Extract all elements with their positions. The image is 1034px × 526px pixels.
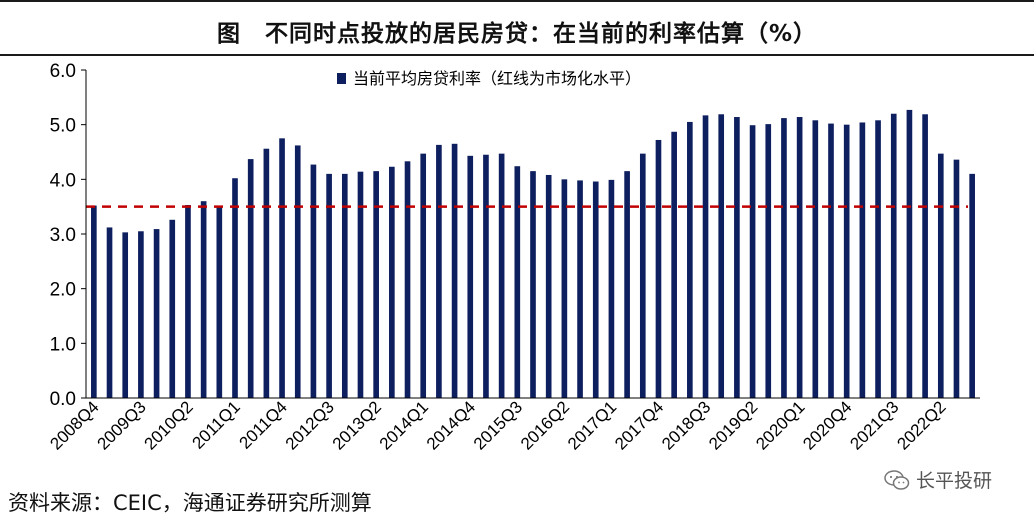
bar-2018Q2 [687,121,693,398]
bar-2018Q4 [718,114,725,398]
bar-2012Q2 [310,164,317,398]
x-tick-label: 2014Q1 [376,397,432,453]
bar-2016Q3 [577,180,583,398]
bar-2017Q3 [639,153,646,398]
bar-2018Q1 [671,131,677,399]
x-tick-label: 2016Q2 [517,397,573,453]
bar-2009Q4 [153,229,160,398]
x-tick-label: 2011Q1 [189,397,244,452]
x-tick-label: 2022Q2 [893,397,949,453]
bar-2015Q3 [514,166,521,398]
title-bar: 图 不同时点投放的居民房贷：在当前的利率估算（%） [0,0,1034,56]
bar-2008Q4 [91,205,97,398]
bar-2011Q3 [263,148,270,398]
x-tick-label: 2020Q1 [752,397,808,453]
wechat-icon [884,469,910,490]
bar-2012Q3 [326,173,332,398]
bar-2011Q2 [247,159,254,398]
bar-2016Q2 [561,179,568,398]
bar-2020Q2 [812,120,819,398]
bar-2018Q3 [702,115,709,398]
bar-2009Q3 [138,231,144,398]
bar-2010Q1 [169,219,176,398]
bar-2013Q2 [373,171,379,398]
x-tick-label: 2020Q4 [799,397,855,453]
bar-2011Q4 [279,138,285,398]
bar-2017Q2 [624,171,630,398]
bar-2014Q1 [420,153,427,398]
y-tick-label: 4.0 [50,170,76,191]
bar-2016Q4 [592,181,599,398]
bar-2019Q2 [749,125,756,399]
legend-swatch [337,73,346,84]
x-tick-label: 2009Q3 [94,397,150,453]
legend-label: 当前平均房贷利率（红线为市场化水平） [353,69,641,88]
bar-2012Q4 [341,173,348,398]
y-tick-label: 0.0 [50,389,76,410]
bar-2012Q1 [294,145,301,398]
bar-2019Q1 [734,117,740,398]
bar-2009Q2 [122,232,129,398]
bar-2014Q4 [467,155,474,398]
bar-2017Q1 [608,179,615,398]
bar-2022Q3 [953,159,960,398]
bar-2010Q2 [185,205,191,398]
y-tick-label: 6.0 [50,61,76,82]
bar-2013Q4 [404,161,411,398]
bar-2021Q1 [859,122,866,398]
bar-2019Q4 [781,118,787,399]
x-tick-label: 2019Q2 [705,397,761,453]
bar-2020Q3 [828,123,834,398]
x-tick-label: 2017Q4 [611,397,667,453]
x-tick-label: 2013Q2 [329,397,385,453]
bar-2019Q3 [765,124,772,399]
bar-2011Q1 [232,178,238,398]
bar-undefined [969,173,975,398]
bar-2014Q3 [451,143,458,398]
x-tick-label: 2021Q3 [846,397,902,453]
bar-2009Q1 [106,227,113,398]
bar-2010Q3 [200,201,207,398]
x-tick-label: 2015Q3 [470,397,526,453]
source-note: 资料来源：CEIC，海通证券研究所测算 [8,491,372,515]
bar-2016Q1 [545,174,552,398]
x-tick-label: 2012Q3 [282,397,338,453]
bar-2013Q1 [357,171,364,398]
bar-2015Q2 [498,153,505,398]
bar-2022Q1 [922,114,928,398]
y-tick-label: 1.0 [50,334,76,355]
chart-title: 图 不同时点投放的居民房贷：在当前的利率估算（%） [216,21,818,47]
bar-2020Q1 [796,117,803,398]
watermark-text: 长平投研 [916,470,993,492]
bar-2020Q4 [843,124,850,399]
x-tick-label: 2011Q4 [236,397,291,452]
x-tick-label: 2010Q2 [141,397,197,453]
bar-2021Q2 [875,120,881,398]
bar-2010Q4 [216,205,223,398]
bar-2017Q4 [655,139,662,398]
y-tick-label: 2.0 [50,280,76,301]
bar-2013Q3 [389,166,395,398]
y-tick-label: 5.0 [50,116,76,137]
x-tick-label: 2018Q3 [658,397,714,453]
watermark: 长平投研 [884,466,992,493]
x-tick-label: 2014Q4 [423,397,479,453]
bar-chart: 0.01.02.03.04.05.06.02008Q42009Q32010Q22… [46,61,980,454]
x-tick-label: 2017Q1 [564,397,620,453]
bar-2021Q4 [906,109,913,398]
bar-2015Q4 [530,171,536,398]
bar-2015Q1 [483,154,489,398]
bar-2022Q2 [937,153,944,398]
y-tick-label: 3.0 [50,225,76,246]
bar-2021Q3 [890,113,897,398]
bar-2014Q2 [436,144,442,398]
